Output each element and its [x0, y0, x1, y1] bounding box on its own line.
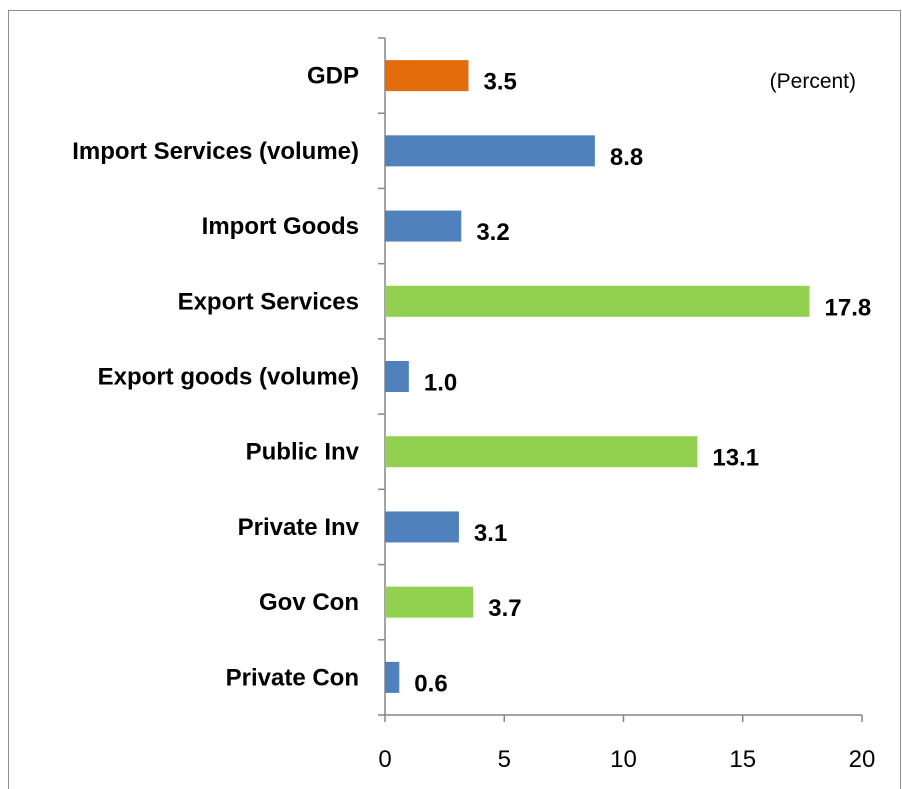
data-label: 1.0: [424, 370, 457, 397]
category-label: Private Con: [226, 664, 359, 691]
category-label: Import Services (volume): [72, 138, 359, 165]
bar: [385, 210, 462, 242]
data-label: 3.2: [476, 219, 509, 246]
category-label: Export Services: [178, 288, 359, 315]
x-tick-label: 5: [498, 746, 511, 773]
data-label: 17.8: [825, 294, 872, 321]
bar: [385, 135, 595, 167]
bar: [385, 586, 474, 618]
labels: 0 5 10 15 20 GDP 3.5 Import Services (volume) 8.…: [72, 63, 875, 773]
category-label: Private Inv: [238, 514, 360, 541]
chart-frame: [8, 10, 901, 789]
bar: [385, 361, 409, 392]
category-label: GDP: [307, 63, 359, 90]
unit-label: (Percent): [770, 70, 856, 93]
x-tick-label: 15: [729, 746, 756, 773]
category-label: Gov Con: [259, 589, 359, 616]
category-label: Export goods (volume): [98, 364, 359, 391]
bar: [385, 436, 698, 468]
bar: [385, 511, 459, 543]
data-label: 3.7: [488, 595, 521, 622]
bar: [385, 60, 469, 92]
x-tick-label: 10: [610, 746, 637, 773]
category-label: Public Inv: [246, 439, 360, 466]
x-tick-label: 0: [378, 746, 391, 773]
category-label: Import Goods: [202, 213, 359, 240]
data-label: 8.8: [610, 144, 643, 171]
bar: [385, 285, 810, 317]
data-label: 3.1: [474, 520, 507, 547]
data-label: 13.1: [712, 445, 759, 472]
data-label: 3.5: [483, 69, 516, 96]
bars: [385, 60, 810, 693]
data-label: 0.6: [414, 670, 447, 697]
bar: [385, 661, 400, 693]
x-tick-label: 20: [849, 746, 876, 773]
